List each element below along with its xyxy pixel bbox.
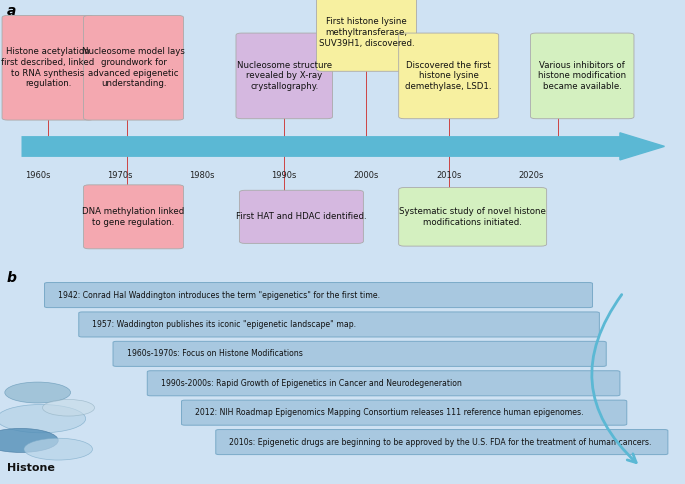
Text: 2010s: 2010s bbox=[436, 171, 462, 180]
Text: 2000s: 2000s bbox=[353, 171, 379, 180]
Text: DNA methylation linked
to gene regulation.: DNA methylation linked to gene regulatio… bbox=[82, 207, 185, 227]
Text: 1980s: 1980s bbox=[189, 171, 215, 180]
Circle shape bbox=[0, 405, 86, 433]
FancyBboxPatch shape bbox=[399, 33, 499, 119]
Circle shape bbox=[5, 382, 71, 403]
Circle shape bbox=[24, 439, 92, 460]
Text: 2010s: Epigenetic drugs are beginning to be approved by the U.S. FDA for the tre: 2010s: Epigenetic drugs are beginning to… bbox=[229, 438, 652, 447]
Text: First histone lysine
methyltransferase,
SUV39H1, discovered.: First histone lysine methyltransferase, … bbox=[319, 17, 414, 48]
FancyBboxPatch shape bbox=[84, 15, 184, 120]
Text: Histone acetylation
first described, linked
to RNA synthesis
regulation.: Histone acetylation first described, lin… bbox=[1, 47, 95, 89]
Text: First HAT and HDAC identified.: First HAT and HDAC identified. bbox=[236, 212, 366, 221]
Text: 1970s: 1970s bbox=[107, 171, 133, 180]
Text: Various inhibitors of
histone modification
became available.: Various inhibitors of histone modificati… bbox=[538, 60, 626, 91]
FancyBboxPatch shape bbox=[113, 341, 606, 366]
FancyBboxPatch shape bbox=[79, 312, 599, 337]
FancyBboxPatch shape bbox=[84, 185, 184, 249]
Text: 1960s-1970s: Focus on Histone Modifications: 1960s-1970s: Focus on Histone Modificati… bbox=[127, 349, 303, 358]
FancyBboxPatch shape bbox=[530, 33, 634, 119]
FancyBboxPatch shape bbox=[45, 283, 593, 308]
Text: 1960s: 1960s bbox=[25, 171, 51, 180]
FancyBboxPatch shape bbox=[399, 188, 547, 246]
Polygon shape bbox=[620, 133, 664, 160]
Text: 2012: NIH Roadmap Epigenomics Mapping Consortium releases 111 reference human ep: 2012: NIH Roadmap Epigenomics Mapping Co… bbox=[195, 408, 584, 417]
Text: Discovered the first
histone lysine
demethylase, LSD1.: Discovered the first histone lysine deme… bbox=[406, 60, 492, 91]
Circle shape bbox=[42, 399, 95, 416]
Circle shape bbox=[0, 428, 58, 453]
FancyBboxPatch shape bbox=[239, 190, 363, 243]
Text: Histone: Histone bbox=[7, 463, 55, 473]
Text: 1990s: 1990s bbox=[271, 171, 297, 180]
Text: 1990s-2000s: Rapid Growth of Epigenetics in Cancer and Neurodegeneration: 1990s-2000s: Rapid Growth of Epigenetics… bbox=[161, 379, 462, 388]
FancyBboxPatch shape bbox=[147, 371, 620, 396]
FancyBboxPatch shape bbox=[182, 400, 627, 425]
Text: 1942: Conrad Hal Waddington introduces the term "epigenetics" for the first time: 1942: Conrad Hal Waddington introduces t… bbox=[58, 290, 380, 300]
Text: Nucleosome structure
revealed by X-ray
crystallography.: Nucleosome structure revealed by X-ray c… bbox=[237, 60, 332, 91]
FancyBboxPatch shape bbox=[2, 15, 94, 120]
Text: Systematic study of novel histone
modifications initiated.: Systematic study of novel histone modifi… bbox=[399, 207, 546, 227]
Text: 2020s: 2020s bbox=[518, 171, 544, 180]
Text: a: a bbox=[7, 4, 16, 18]
Text: Nucleosome model lays
groundwork for
advanced epigenetic
understanding.: Nucleosome model lays groundwork for adv… bbox=[82, 47, 185, 89]
Text: 1957: Waddington publishes its iconic "epigenetic landscape" map.: 1957: Waddington publishes its iconic "e… bbox=[92, 320, 357, 329]
FancyBboxPatch shape bbox=[316, 0, 416, 71]
Text: b: b bbox=[7, 271, 16, 285]
FancyBboxPatch shape bbox=[236, 33, 333, 119]
FancyBboxPatch shape bbox=[216, 430, 668, 454]
